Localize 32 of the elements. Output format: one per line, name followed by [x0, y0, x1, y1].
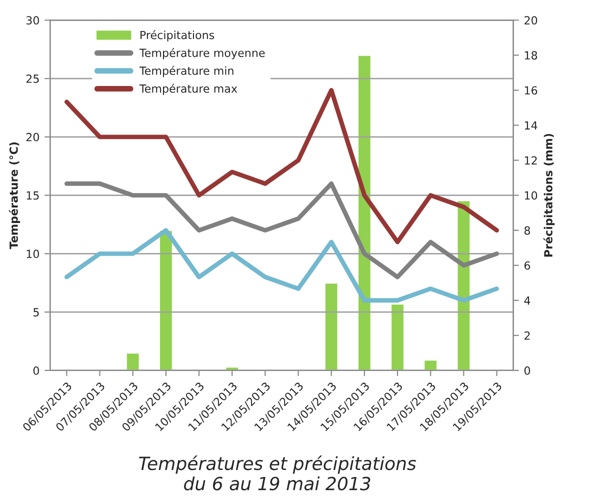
- y2-tick-label: 0: [524, 366, 530, 375]
- bar: [423, 359, 438, 370]
- y2-tick-label: 16: [524, 86, 538, 95]
- y2-axis-title: Précipitations (mm): [543, 134, 555, 257]
- y2-tick-label: 10: [524, 191, 538, 200]
- y2-tick-label: 2: [524, 331, 530, 340]
- y2-tick-label: 12: [524, 156, 537, 164]
- y-tick-label: 20: [26, 132, 39, 142]
- y-tick-label: 10: [26, 250, 39, 258]
- legend-label: Température max: [139, 84, 238, 95]
- legend-label: Précipitations: [140, 30, 214, 42]
- bar: [390, 303, 405, 370]
- y-tick-label: 0: [33, 366, 39, 375]
- bar: [324, 282, 339, 370]
- y2-tick-label: 8: [524, 226, 530, 235]
- y2-tick-label: 18: [524, 51, 538, 60]
- line-series: [64, 228, 499, 303]
- y2-tick-label: 4: [524, 296, 530, 305]
- bar: [158, 230, 174, 370]
- legend-label: Température moyenne: [139, 48, 265, 60]
- line-series: [64, 181, 499, 280]
- y2-tick-label: 20: [524, 16, 538, 25]
- y-tick-label: 5: [34, 308, 39, 316]
- text: Températures et précipitations du 6 au 19 mai 2013: [138, 456, 416, 490]
- y-tick-label: 15: [26, 191, 39, 200]
- y2-tick-label: 14: [524, 121, 538, 130]
- y-tick-label: 25: [26, 74, 39, 83]
- y2-tick-label: 6: [524, 261, 530, 270]
- bar: [126, 352, 140, 370]
- y-axis-title: Température (°C): [8, 142, 20, 250]
- legend-label: Température min: [139, 66, 234, 78]
- y-tick-label: 30: [26, 16, 39, 25]
